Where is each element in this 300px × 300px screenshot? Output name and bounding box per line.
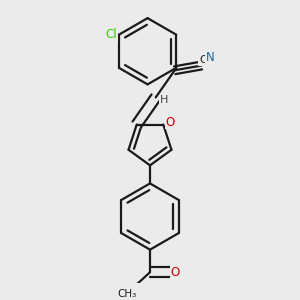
- Text: N: N: [206, 51, 215, 64]
- Text: Cl: Cl: [106, 28, 117, 41]
- Text: CH₃: CH₃: [118, 289, 137, 299]
- Text: O: O: [165, 116, 175, 129]
- Text: O: O: [170, 266, 180, 279]
- Text: C: C: [199, 55, 207, 65]
- Text: H: H: [160, 95, 168, 105]
